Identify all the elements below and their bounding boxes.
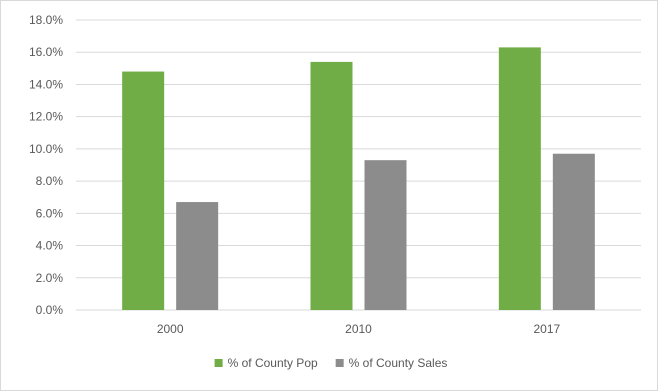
y-tick-label: 14.0% [29,77,63,91]
y-tick-label: 18.0% [29,13,63,27]
legend-swatch-of-county-sales [335,359,344,367]
bar-of-county-sales-2010 [364,160,407,310]
x-tick-label: 2017 [533,322,560,336]
legend-swatch-of-county-pop [214,359,223,367]
y-tick-label: 10.0% [29,142,63,156]
legend: % of County Pop % of County Sales [214,356,448,370]
legend-label-of-county-pop: % of County Pop [228,356,318,370]
y-axis-tick-labels: 0.0% 2.0% 4.0% 6.0% 8.0% 10.0% 12.0% 14.0% 16.0%… [29,13,63,317]
y-tick-label: 16.0% [29,45,63,59]
bar-of-county-sales-2017 [552,153,595,310]
y-tick-label: 0.0% [36,303,64,317]
y-tick-label: 8.0% [36,174,64,188]
gridlines [76,19,641,311]
x-tick-label: 2000 [157,322,184,336]
legend-label-of-county-sales: % of County Sales [349,356,448,370]
y-tick-label: 4.0% [36,239,64,253]
x-axis-tick-labels: 2000 2010 2017 [157,322,561,336]
bar-of-county-pop-2010 [310,61,353,311]
bar-of-county-pop-2017 [498,47,541,311]
y-tick-label: 6.0% [36,206,64,220]
x-tick-label: 2010 [345,322,372,336]
bar-of-county-pop-2000 [122,71,165,310]
bar-of-county-sales-2000 [176,202,219,310]
y-tick-label: 12.0% [29,110,63,124]
bars [122,47,595,311]
y-tick-label: 2.0% [36,271,64,285]
